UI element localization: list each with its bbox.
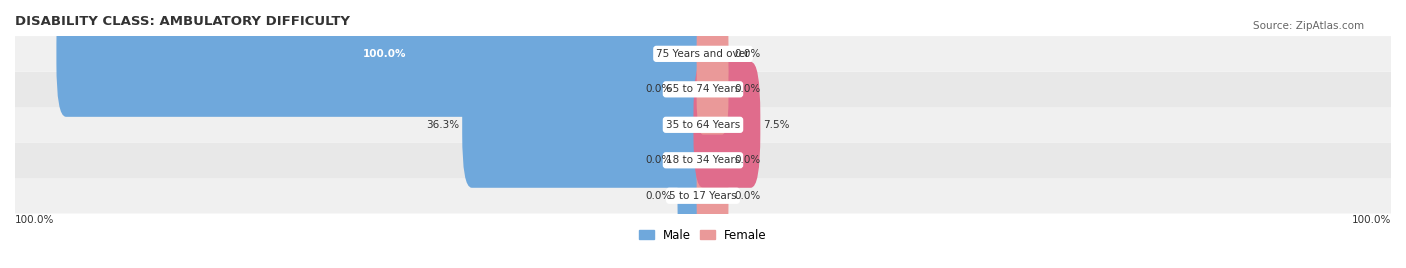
- FancyBboxPatch shape: [15, 178, 1391, 214]
- Text: 100.0%: 100.0%: [363, 49, 406, 59]
- FancyBboxPatch shape: [696, 44, 728, 135]
- Text: 0.0%: 0.0%: [645, 155, 671, 165]
- Text: 100.0%: 100.0%: [1351, 215, 1391, 225]
- Text: DISABILITY CLASS: AMBULATORY DIFFICULTY: DISABILITY CLASS: AMBULATORY DIFFICULTY: [15, 15, 350, 28]
- FancyBboxPatch shape: [696, 9, 728, 99]
- Text: 65 to 74 Years: 65 to 74 Years: [666, 84, 740, 94]
- Text: 0.0%: 0.0%: [645, 84, 671, 94]
- FancyBboxPatch shape: [15, 107, 1391, 143]
- FancyBboxPatch shape: [678, 115, 710, 206]
- FancyBboxPatch shape: [696, 115, 728, 206]
- Text: 18 to 34 Years: 18 to 34 Years: [666, 155, 740, 165]
- FancyBboxPatch shape: [15, 36, 1391, 72]
- Text: 75 Years and over: 75 Years and over: [657, 49, 749, 59]
- Text: 0.0%: 0.0%: [645, 191, 671, 201]
- Legend: Male, Female: Male, Female: [634, 224, 772, 247]
- FancyBboxPatch shape: [463, 62, 713, 188]
- Text: 0.0%: 0.0%: [735, 84, 761, 94]
- FancyBboxPatch shape: [15, 72, 1391, 107]
- Text: 7.5%: 7.5%: [763, 120, 790, 130]
- Text: 0.0%: 0.0%: [735, 191, 761, 201]
- Text: 0.0%: 0.0%: [735, 49, 761, 59]
- FancyBboxPatch shape: [693, 62, 761, 188]
- FancyBboxPatch shape: [678, 151, 710, 241]
- Text: Source: ZipAtlas.com: Source: ZipAtlas.com: [1253, 21, 1364, 31]
- FancyBboxPatch shape: [15, 143, 1391, 178]
- FancyBboxPatch shape: [696, 151, 728, 241]
- Text: 0.0%: 0.0%: [735, 155, 761, 165]
- FancyBboxPatch shape: [56, 0, 713, 117]
- Text: 36.3%: 36.3%: [426, 120, 458, 130]
- Text: 35 to 64 Years: 35 to 64 Years: [666, 120, 740, 130]
- FancyBboxPatch shape: [678, 44, 710, 135]
- Text: 5 to 17 Years: 5 to 17 Years: [669, 191, 737, 201]
- Text: 100.0%: 100.0%: [15, 215, 55, 225]
